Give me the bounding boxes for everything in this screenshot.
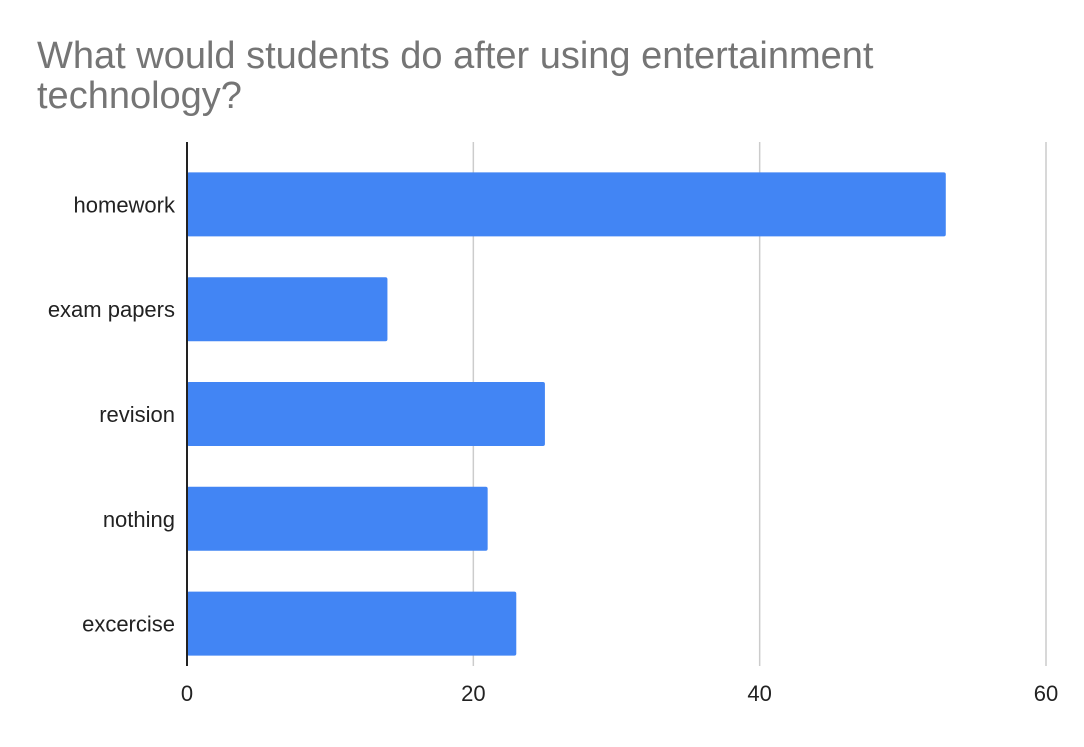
x-tick-label-20: 20 <box>461 681 485 706</box>
bar-homework <box>187 172 946 237</box>
category-labels: homework exam papers revision nothing excerc… <box>48 192 176 636</box>
x-axis-tick-labels: 0 20 40 60 <box>181 681 1058 706</box>
category-label-exam-papers: exam papers <box>48 297 175 322</box>
chart-title-line-1: What would students do after using enter… <box>37 35 874 77</box>
bar-exam-papers <box>187 277 388 342</box>
bar-revision <box>187 382 545 446</box>
category-label-revision: revision <box>99 402 175 427</box>
category-label-homework: homework <box>74 192 176 217</box>
x-tick-label-0: 0 <box>181 681 193 706</box>
bar-excercise <box>187 591 517 656</box>
x-tick-label-60: 60 <box>1034 681 1058 706</box>
category-label-nothing: nothing <box>103 507 175 532</box>
category-label-excercise: excercise <box>82 612 175 637</box>
chart-title-line-2: technology? <box>37 75 242 117</box>
bars <box>187 172 946 656</box>
bar-nothing <box>187 486 488 551</box>
x-tick-label-40: 40 <box>747 681 771 706</box>
